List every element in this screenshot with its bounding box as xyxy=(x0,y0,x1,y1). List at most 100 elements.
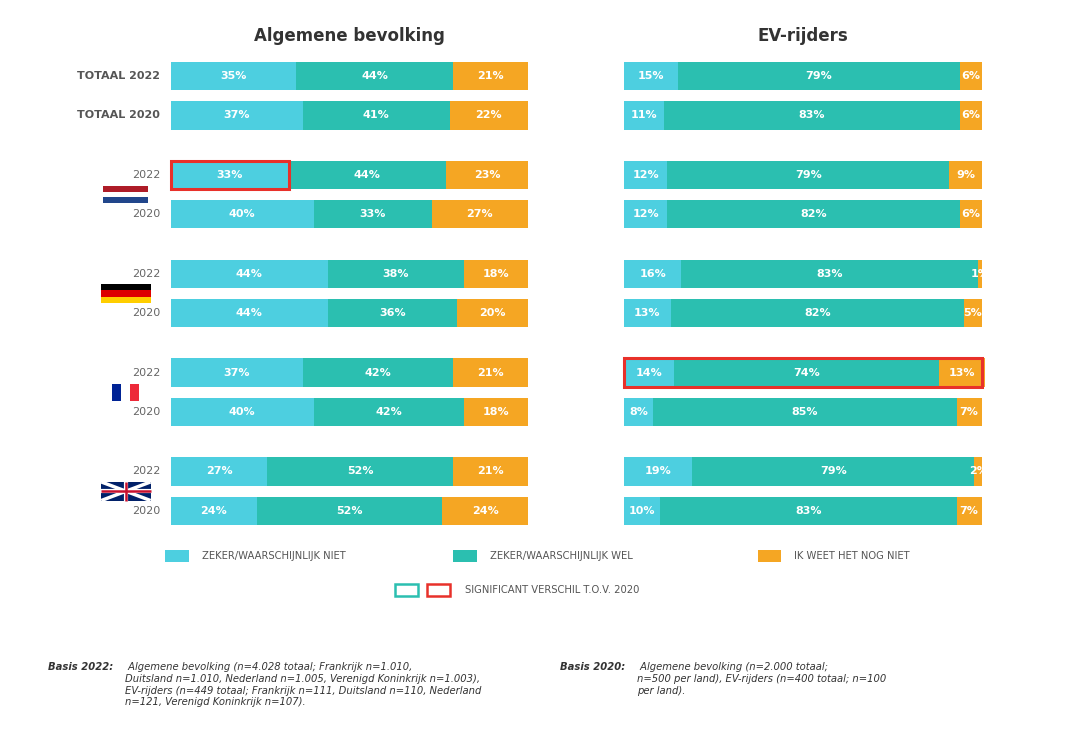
Bar xyxy=(671,299,964,327)
Bar xyxy=(653,398,957,426)
Text: 2020: 2020 xyxy=(132,309,160,318)
Bar xyxy=(674,358,939,387)
Text: 85%: 85% xyxy=(792,407,818,417)
Bar xyxy=(464,398,528,426)
Text: 12%: 12% xyxy=(633,169,659,180)
Text: 36%: 36% xyxy=(379,309,405,318)
Text: 37%: 37% xyxy=(224,368,250,377)
Bar xyxy=(171,398,314,426)
Bar xyxy=(453,550,477,562)
Bar xyxy=(939,358,985,387)
Bar xyxy=(171,260,328,288)
Text: Basis 2022:: Basis 2022: xyxy=(48,662,113,673)
Text: 52%: 52% xyxy=(347,466,373,477)
Text: 24%: 24% xyxy=(201,506,227,516)
Text: Algemene bevolking: Algemene bevolking xyxy=(254,27,445,45)
Bar xyxy=(446,161,528,189)
Text: 14%: 14% xyxy=(636,368,663,377)
Bar xyxy=(624,101,664,130)
Bar xyxy=(964,299,982,327)
Text: 6%: 6% xyxy=(961,110,981,121)
Bar xyxy=(974,457,982,485)
Text: 9%: 9% xyxy=(956,169,975,180)
Text: 2020: 2020 xyxy=(132,407,160,417)
Text: 7%: 7% xyxy=(959,407,978,417)
Bar xyxy=(171,61,296,90)
Text: 83%: 83% xyxy=(795,506,822,516)
Text: ZEKER/WAARSCHIJNLIJK WEL: ZEKER/WAARSCHIJNLIJK WEL xyxy=(490,551,633,561)
Text: 44%: 44% xyxy=(354,169,381,180)
Text: 33%: 33% xyxy=(217,169,243,180)
Text: 27%: 27% xyxy=(206,466,233,477)
Text: 2020: 2020 xyxy=(132,506,160,516)
Text: Algemene bevolking (n=4.028 totaal; Frankrijk n=1.010,
Duitsland n=1.010, Nederl: Algemene bevolking (n=4.028 totaal; Fran… xyxy=(125,662,481,707)
Bar xyxy=(624,260,682,288)
Bar xyxy=(624,201,667,229)
Text: 15%: 15% xyxy=(638,71,665,81)
Bar xyxy=(101,482,150,500)
Text: 44%: 44% xyxy=(361,71,388,81)
Text: 74%: 74% xyxy=(793,368,819,377)
Text: 44%: 44% xyxy=(236,269,262,279)
Text: 40%: 40% xyxy=(229,407,255,417)
Text: 2022: 2022 xyxy=(131,466,160,477)
Text: 21%: 21% xyxy=(477,466,504,477)
Bar xyxy=(624,161,667,189)
Text: 35%: 35% xyxy=(220,71,246,81)
Text: 22%: 22% xyxy=(476,110,503,121)
Bar xyxy=(664,101,960,130)
Bar xyxy=(453,61,528,90)
Text: 2022: 2022 xyxy=(131,169,160,180)
Bar xyxy=(122,384,130,401)
Bar xyxy=(464,260,528,288)
Bar xyxy=(303,101,449,130)
Text: 5%: 5% xyxy=(964,309,982,318)
Text: 83%: 83% xyxy=(816,269,843,279)
Bar xyxy=(101,290,150,297)
Text: Algemene bevolking (n=2.000 totaal;
n=500 per land), EV-rijders (n=400 totaal; n: Algemene bevolking (n=2.000 totaal; n=50… xyxy=(637,662,887,696)
Bar xyxy=(449,101,528,130)
Text: 20%: 20% xyxy=(479,309,506,318)
Text: 27%: 27% xyxy=(466,209,493,219)
Text: 11%: 11% xyxy=(631,110,657,121)
Bar xyxy=(624,457,692,485)
Bar xyxy=(957,398,982,426)
Text: TOTAAL 2022: TOTAAL 2022 xyxy=(77,71,160,81)
Text: 8%: 8% xyxy=(630,407,648,417)
Bar xyxy=(130,384,140,401)
Bar xyxy=(289,161,446,189)
Text: 2%: 2% xyxy=(969,466,987,477)
Text: IK WEET HET NOG NIET: IK WEET HET NOG NIET xyxy=(794,551,909,561)
Text: 6%: 6% xyxy=(961,71,981,81)
Bar xyxy=(165,550,189,562)
Text: 1%: 1% xyxy=(970,269,989,279)
Text: 21%: 21% xyxy=(477,368,504,377)
Bar xyxy=(303,358,453,387)
Bar xyxy=(960,61,982,90)
Text: 82%: 82% xyxy=(803,309,830,318)
Bar xyxy=(667,161,950,189)
Text: 18%: 18% xyxy=(482,269,509,279)
Bar xyxy=(624,497,659,525)
Text: 12%: 12% xyxy=(633,209,659,219)
Text: 18%: 18% xyxy=(482,407,509,417)
Text: 2022: 2022 xyxy=(131,368,160,377)
Bar xyxy=(950,161,982,189)
Bar xyxy=(328,299,457,327)
Bar xyxy=(692,457,974,485)
Bar xyxy=(443,497,528,525)
Text: Basis 2020:: Basis 2020: xyxy=(560,662,625,673)
Bar xyxy=(624,61,678,90)
Bar xyxy=(978,260,982,288)
Bar xyxy=(960,101,982,130)
Bar xyxy=(682,260,978,288)
Bar xyxy=(171,457,267,485)
Text: 41%: 41% xyxy=(363,110,389,121)
Bar xyxy=(103,186,148,192)
Bar xyxy=(957,497,982,525)
Text: 38%: 38% xyxy=(383,269,409,279)
Text: 37%: 37% xyxy=(224,110,250,121)
Text: 19%: 19% xyxy=(644,466,671,477)
Bar xyxy=(171,299,328,327)
Bar xyxy=(328,260,464,288)
